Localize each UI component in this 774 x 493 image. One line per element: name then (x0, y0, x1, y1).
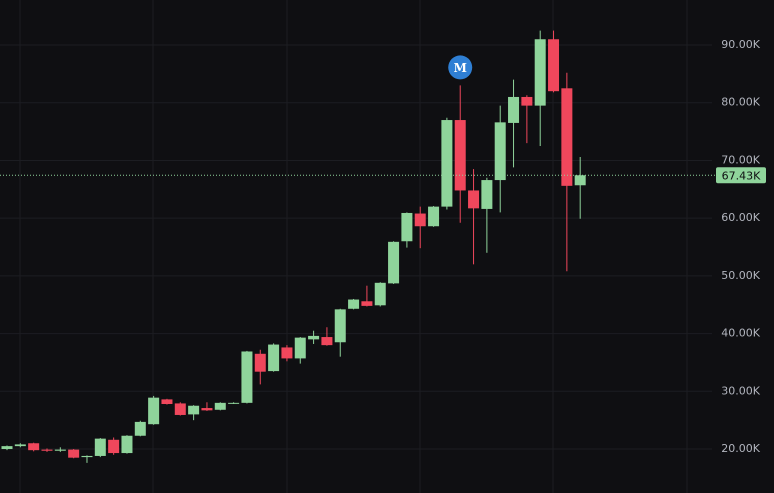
candle-body (308, 335, 320, 340)
candle-body (54, 449, 66, 451)
candle-body (468, 190, 480, 209)
candle-body (574, 175, 586, 186)
candle-body (534, 39, 546, 106)
candle-body (508, 96, 520, 123)
y-tick-label: 60.00K (721, 211, 760, 224)
candle-body (361, 301, 373, 306)
candle-body (334, 309, 346, 343)
candle-body (414, 213, 426, 227)
candle-body (521, 96, 533, 106)
y-tick-label: 90.00K (721, 38, 760, 51)
candle-body (68, 449, 80, 458)
candle-body (94, 438, 106, 456)
candle-body (441, 120, 453, 207)
marker-label: M (454, 61, 467, 75)
y-tick-label: 80.00K (721, 96, 760, 109)
candle-body (81, 455, 93, 458)
candle-body (201, 408, 213, 411)
candle-body (268, 344, 280, 372)
candle-body (214, 402, 226, 410)
last-price-box (716, 167, 766, 184)
candle-body (241, 351, 253, 403)
candle-body (1, 446, 13, 450)
candle-body (494, 122, 506, 181)
y-tick-label: 40.00K (721, 327, 760, 340)
y-tick-label: 30.00K (721, 384, 760, 397)
candle-body (294, 337, 306, 359)
candle-body (14, 444, 26, 447)
candle-body (281, 347, 293, 359)
candle-body (174, 403, 186, 415)
candle-body (374, 282, 386, 306)
candle-body (321, 337, 333, 346)
candle-body (401, 212, 413, 242)
candle-body (548, 39, 560, 92)
candle-body (121, 435, 133, 454)
candle-body (134, 421, 146, 436)
y-tick-label: 20.00K (721, 442, 760, 455)
candle-body (428, 206, 440, 227)
candle-body (254, 353, 266, 372)
candle-body (388, 241, 400, 284)
candle-body (188, 405, 200, 415)
candle-body (28, 443, 40, 451)
candle-body (108, 439, 120, 454)
candle-body (161, 399, 173, 405)
y-tick-label: 70.00K (721, 153, 760, 166)
candle-body (454, 120, 466, 191)
candle-body (148, 397, 160, 425)
candle-body (561, 88, 573, 186)
candle-body (348, 299, 360, 309)
candle-body (41, 449, 53, 451)
marker-circle[interactable] (448, 55, 473, 80)
last-price-label: 67.43K (722, 169, 761, 182)
y-tick-label: 50.00K (721, 269, 760, 282)
candle-body (481, 180, 493, 209)
candle-body (228, 402, 240, 404)
